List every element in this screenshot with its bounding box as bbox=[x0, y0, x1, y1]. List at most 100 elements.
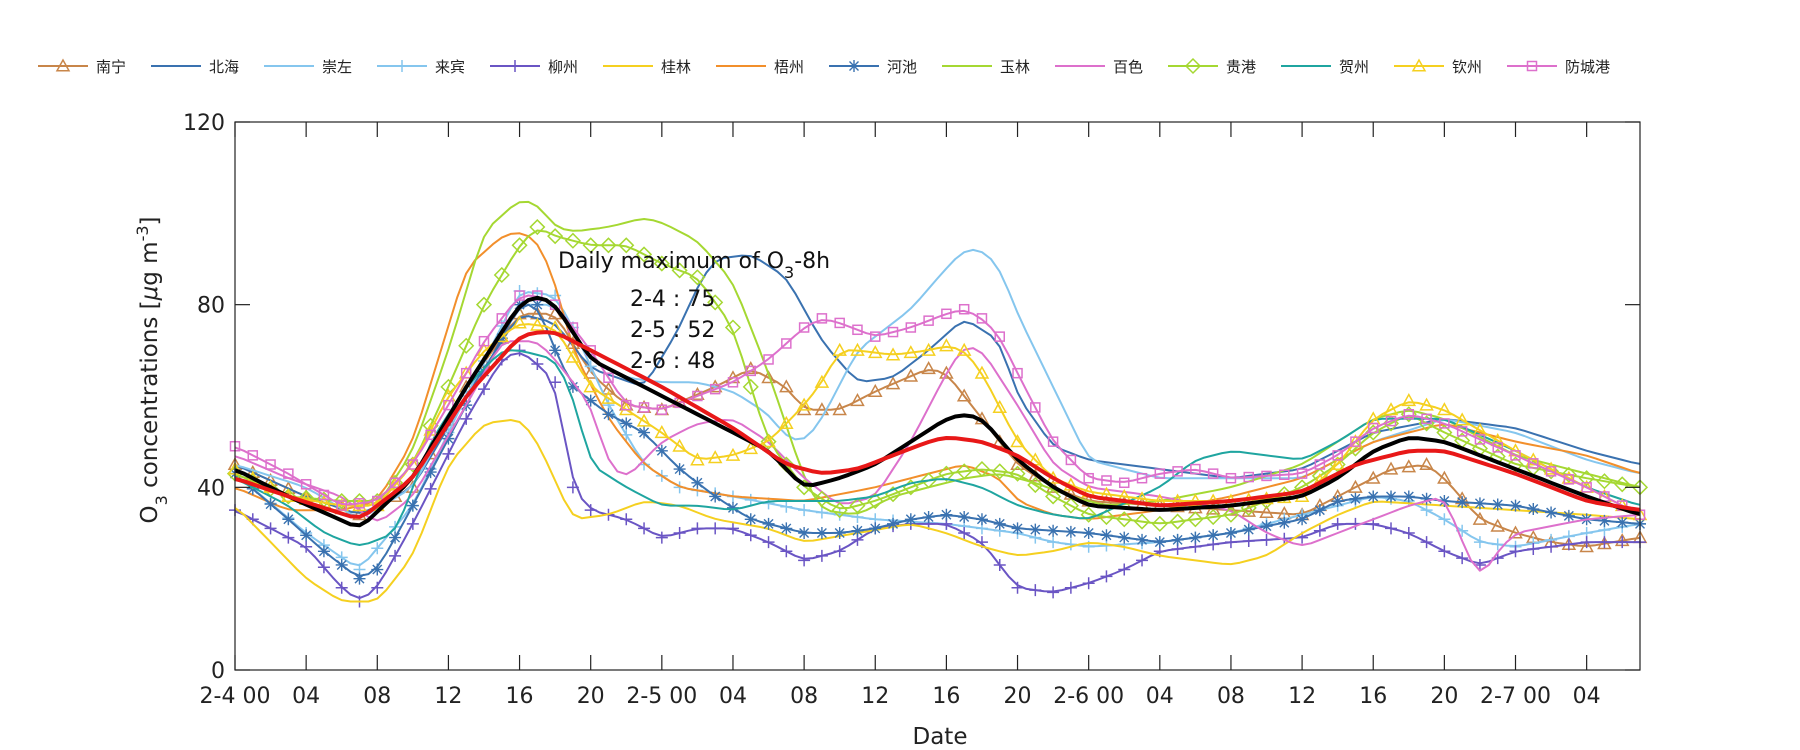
marker-防城港 bbox=[1528, 458, 1539, 469]
marker-柳州 bbox=[709, 522, 722, 535]
legend-item-梧州: 梧州 bbox=[716, 58, 804, 76]
marker-河池 bbox=[1118, 531, 1131, 544]
x-tick-label: 20 bbox=[1004, 684, 1032, 709]
y-axis-label: O3 concentrations [μg m-3] bbox=[133, 216, 171, 523]
series-layer bbox=[226, 200, 1649, 608]
marker-柳州 bbox=[442, 447, 455, 460]
marker-河池 bbox=[566, 380, 579, 393]
x-tick-label: 20 bbox=[1430, 684, 1458, 709]
x-tick-label: 2-6 00 bbox=[1053, 684, 1124, 709]
marker-防城港 bbox=[1563, 474, 1575, 485]
marker-防城港 bbox=[1314, 459, 1326, 470]
marker-柳州 bbox=[1011, 581, 1024, 594]
x-tick-label: 16 bbox=[506, 684, 534, 709]
marker-防城港 bbox=[603, 372, 614, 383]
marker-来宾 bbox=[798, 504, 811, 517]
series-防城港 bbox=[229, 290, 1646, 520]
marker-柳州 bbox=[1029, 584, 1042, 597]
marker-柳州 bbox=[531, 358, 544, 371]
marker-来宾 bbox=[833, 508, 846, 521]
marker-防城港 bbox=[1439, 418, 1450, 429]
marker-河池 bbox=[691, 476, 704, 489]
marker-防城港 bbox=[265, 459, 276, 470]
marker-贵港 bbox=[813, 490, 830, 507]
marker-防城港 bbox=[656, 404, 668, 415]
marker-防城港 bbox=[709, 383, 721, 395]
marker-防城港 bbox=[834, 317, 845, 329]
marker-防城港 bbox=[621, 399, 632, 411]
marker-防城港 bbox=[514, 290, 525, 301]
legend-label: 崇左 bbox=[322, 58, 352, 76]
marker-防城港 bbox=[1047, 436, 1059, 447]
marker-河池 bbox=[975, 513, 988, 526]
marker-贵港 bbox=[1187, 511, 1204, 528]
marker-河池 bbox=[851, 524, 864, 537]
marker-钦州 bbox=[1490, 432, 1505, 447]
marker-钦州 bbox=[707, 450, 723, 464]
marker-防城港 bbox=[425, 429, 436, 441]
legend-marker bbox=[1411, 58, 1427, 72]
legend-item-贺州: 贺州 bbox=[1281, 58, 1369, 76]
marker-河池 bbox=[1349, 492, 1362, 505]
marker-防城港 bbox=[1225, 472, 1237, 484]
marker-柳州 bbox=[1402, 527, 1415, 539]
marker-防城港 bbox=[727, 377, 739, 388]
marker-钦州 bbox=[992, 399, 1008, 413]
marker-南宁 bbox=[761, 370, 776, 384]
marker-柳州 bbox=[460, 412, 473, 425]
marker-贵港 bbox=[1027, 476, 1044, 494]
marker-钦州 bbox=[903, 345, 919, 359]
marker-防城港 bbox=[354, 498, 365, 509]
marker-贵港 bbox=[475, 296, 493, 313]
marker-贵港 bbox=[1062, 497, 1079, 514]
marker-钦州 bbox=[565, 349, 581, 363]
marker-柳州 bbox=[780, 545, 793, 558]
marker-贵港 bbox=[742, 378, 759, 395]
marker-南宁 bbox=[885, 376, 901, 390]
marker-钦州 bbox=[352, 498, 367, 512]
chart-legend: 南宁 北海 崇左 来宾 柳州 桂林 梧州 河池 玉林 百色 贵港 贺州 钦州 防城港 bbox=[38, 57, 1610, 76]
marker-防城港 bbox=[460, 367, 472, 379]
marker-防城港 bbox=[870, 331, 881, 342]
x-tick-label: 04 bbox=[292, 684, 320, 709]
series-梧州 bbox=[234, 232, 1641, 520]
marker-防城港 bbox=[496, 313, 508, 324]
y-tick-label: 0 bbox=[211, 659, 225, 684]
x-tick-label: 12 bbox=[861, 684, 889, 709]
legend-marker bbox=[55, 58, 71, 72]
marker-防城港 bbox=[1101, 475, 1112, 486]
marker-河池 bbox=[1598, 514, 1611, 527]
marker-贵港 bbox=[564, 232, 581, 249]
marker-钦州 bbox=[796, 397, 812, 411]
x-tick-label: 12 bbox=[434, 684, 462, 709]
marker-钦州 bbox=[885, 347, 901, 361]
marker-河池 bbox=[762, 517, 775, 530]
marker-贵港 bbox=[671, 262, 688, 279]
marker-防城港 bbox=[283, 468, 294, 479]
marker-贵港 bbox=[440, 378, 457, 395]
legend-marker bbox=[1184, 57, 1202, 75]
x-tick-label: 04 bbox=[1146, 684, 1174, 709]
marker-防城港 bbox=[994, 331, 1005, 342]
marker-防城港 bbox=[745, 365, 757, 377]
marker-防城港 bbox=[923, 315, 934, 326]
marker-柳州 bbox=[282, 531, 295, 544]
marker-河池 bbox=[1402, 490, 1415, 503]
legend-marker bbox=[396, 60, 408, 72]
marker-河池 bbox=[353, 572, 366, 585]
series-桂林 bbox=[234, 419, 1641, 603]
marker-河池 bbox=[1242, 523, 1255, 536]
annotation-line-2-4: 2-4 : 75 bbox=[630, 287, 715, 312]
marker-防城港 bbox=[1065, 454, 1077, 466]
marker-柳州 bbox=[264, 522, 277, 535]
marker-防城港 bbox=[1172, 466, 1183, 477]
marker-钦州 bbox=[939, 338, 954, 352]
marker-钦州 bbox=[583, 379, 598, 393]
marker-河池 bbox=[869, 522, 882, 535]
marker-南宁 bbox=[1401, 459, 1417, 473]
marker-防城港 bbox=[1118, 477, 1130, 489]
marker-防城港 bbox=[407, 459, 419, 470]
marker-河池 bbox=[1207, 529, 1220, 542]
x-tick-label: 16 bbox=[932, 684, 960, 709]
